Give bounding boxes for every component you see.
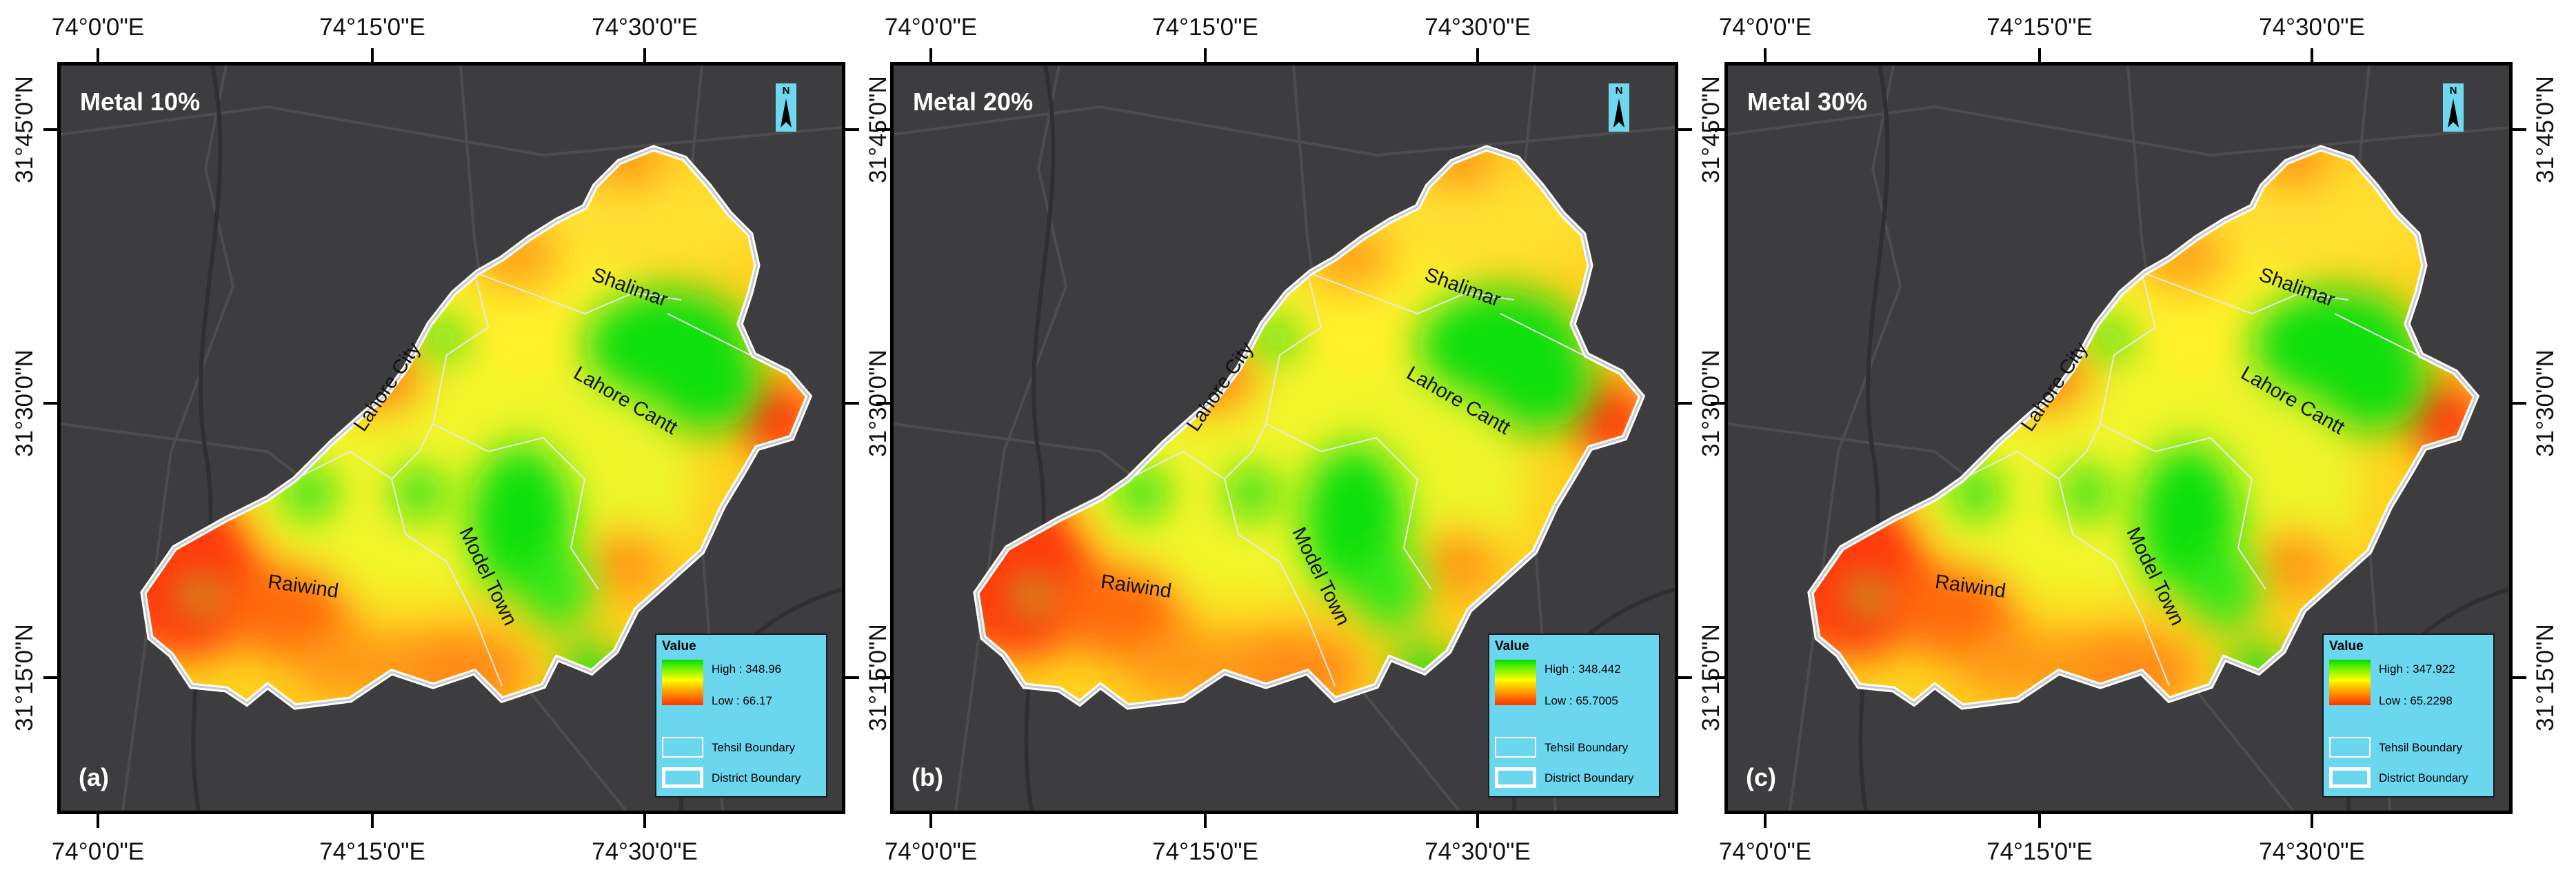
- graticule-tick: [2513, 402, 2526, 405]
- panel-title: Metal 10%: [80, 88, 201, 116]
- legend-low-value: Low : 65.7005: [1544, 694, 1618, 707]
- graticule-tick: [43, 402, 57, 405]
- legend-title: Value: [1495, 639, 1529, 653]
- graticule-tick: [371, 814, 374, 828]
- map-panel-b: Metal 20% N Shalimar Lahore City Lahore …: [890, 62, 1678, 814]
- lon-label-bottom: 74°30'0"E: [592, 838, 698, 865]
- legend-tehsil-boundary: Tehsil Boundary: [2379, 741, 2462, 754]
- lon-label-bottom: 74°15'0"E: [1986, 838, 2093, 865]
- district-boundary-swatch: [2329, 767, 2371, 788]
- graticule-tick: [2311, 48, 2313, 62]
- graticule-tick: [1476, 48, 1479, 62]
- lon-label-bottom: 74°0'0"E: [51, 838, 145, 865]
- lon-label-top: 74°30'0"E: [592, 14, 698, 41]
- legend-high-value: High : 348.442: [1544, 662, 1621, 676]
- panel-label: (b): [912, 763, 943, 791]
- legend-low-value: Low : 65.2298: [2379, 694, 2453, 707]
- panel-title: Metal 30%: [1747, 88, 1868, 116]
- lat-label-right: 31°15'0"N: [2532, 624, 2559, 731]
- lat-label-left: 31°30'0"N: [11, 349, 38, 457]
- graticule-tick: [371, 48, 374, 62]
- legend-district-boundary: District Boundary: [2379, 771, 2468, 784]
- graticule-tick: [929, 814, 932, 828]
- lat-label-right: 31°45'0"N: [2532, 76, 2559, 183]
- panel-title: Metal 20%: [913, 88, 1034, 116]
- graticule-tick: [1764, 814, 1767, 828]
- legend-tehsil-boundary: Tehsil Boundary: [1544, 741, 1628, 754]
- graticule-tick: [1476, 814, 1479, 828]
- map-legend: Value High : 347.922 Low : 65.2298 Tehsi…: [2322, 633, 2495, 798]
- panel-label: (c): [1746, 763, 1776, 791]
- lon-label-top: 74°0'0"E: [1718, 14, 1812, 41]
- graticule-tick: [1711, 676, 1724, 679]
- legend-title: Value: [662, 639, 696, 653]
- graticule-tick: [929, 48, 932, 62]
- graticule-tick: [1678, 128, 1692, 131]
- map-panel-a: Metal 10% N Shalimar Lahore City Lahore …: [57, 62, 845, 814]
- map-legend: Value High : 348.442 Low : 65.7005 Tehsi…: [1488, 633, 1660, 798]
- legend-tehsil-boundary: Tehsil Boundary: [712, 741, 795, 754]
- graticule-tick: [876, 402, 890, 405]
- lon-label-bottom: 74°0'0"E: [884, 838, 978, 865]
- lat-label-left: 31°45'0"N: [11, 76, 38, 183]
- lon-label-top: 74°0'0"E: [884, 14, 978, 41]
- lat-label-right: 31°30'0"N: [2532, 349, 2559, 457]
- legend-color-ramp: [662, 660, 703, 705]
- legend-high-value: High : 347.922: [2379, 662, 2455, 676]
- panel-label: (a): [79, 763, 109, 791]
- map-panel-c: Metal 30% N Shalimar Lahore City Lahore …: [1724, 62, 2513, 814]
- graticule-tick: [845, 128, 859, 131]
- graticule-tick: [876, 128, 890, 131]
- legend-district-boundary: District Boundary: [712, 771, 801, 784]
- district-boundary-swatch: [662, 767, 703, 788]
- legend-high-value: High : 348.96: [712, 662, 782, 676]
- graticule-tick: [1764, 48, 1767, 62]
- tehsil-boundary-swatch: [662, 737, 703, 758]
- graticule-tick: [2513, 676, 2526, 679]
- lon-label-top: 74°15'0"E: [1152, 14, 1258, 41]
- legend-color-ramp: [2329, 660, 2371, 705]
- graticule-tick: [845, 402, 859, 405]
- graticule-tick: [43, 128, 57, 131]
- tehsil-boundary-swatch: [1495, 737, 1536, 758]
- graticule-tick: [97, 814, 99, 828]
- lon-label-top: 74°15'0"E: [319, 14, 425, 41]
- graticule-tick: [2513, 128, 2526, 131]
- north-arrow-icon: N: [2443, 83, 2464, 132]
- graticule-tick: [97, 48, 99, 62]
- lon-label-bottom: 74°0'0"E: [1718, 838, 1812, 865]
- lon-label-top: 74°0'0"E: [51, 14, 145, 41]
- graticule-tick: [1711, 402, 1724, 405]
- map-legend: Value High : 348.96 Low : 66.17 Tehsil B…: [655, 633, 827, 798]
- graticule-tick: [43, 676, 57, 679]
- graticule-tick: [2038, 48, 2041, 62]
- legend-low-value: Low : 66.17: [712, 694, 772, 707]
- graticule-tick: [845, 676, 859, 679]
- graticule-tick: [2311, 814, 2313, 828]
- district-boundary-swatch: [1495, 767, 1536, 788]
- lon-label-bottom: 74°15'0"E: [319, 838, 425, 865]
- lon-label-top: 74°30'0"E: [2259, 14, 2365, 41]
- graticule-tick: [1204, 48, 1207, 62]
- graticule-tick: [2038, 814, 2041, 828]
- north-arrow-icon: N: [776, 83, 796, 132]
- lon-label-top: 74°15'0"E: [1986, 14, 2093, 41]
- lon-label-top: 74°30'0"E: [1425, 14, 1531, 41]
- lon-label-bottom: 74°15'0"E: [1152, 838, 1258, 865]
- graticule-tick: [643, 814, 646, 828]
- tehsil-boundary-swatch: [2329, 737, 2371, 758]
- graticule-tick: [1678, 676, 1692, 679]
- graticule-tick: [1678, 402, 1692, 405]
- legend-color-ramp: [1495, 660, 1536, 705]
- lat-label-left: 31°15'0"N: [11, 624, 38, 731]
- north-arrow-icon: N: [1609, 83, 1629, 132]
- lon-label-bottom: 74°30'0"E: [1425, 838, 1531, 865]
- lon-label-bottom: 74°30'0"E: [2259, 838, 2365, 865]
- graticule-tick: [1711, 128, 1724, 131]
- graticule-tick: [643, 48, 646, 62]
- graticule-tick: [1204, 814, 1207, 828]
- graticule-tick: [876, 676, 890, 679]
- legend-district-boundary: District Boundary: [1544, 771, 1634, 784]
- legend-title: Value: [2329, 639, 2364, 653]
